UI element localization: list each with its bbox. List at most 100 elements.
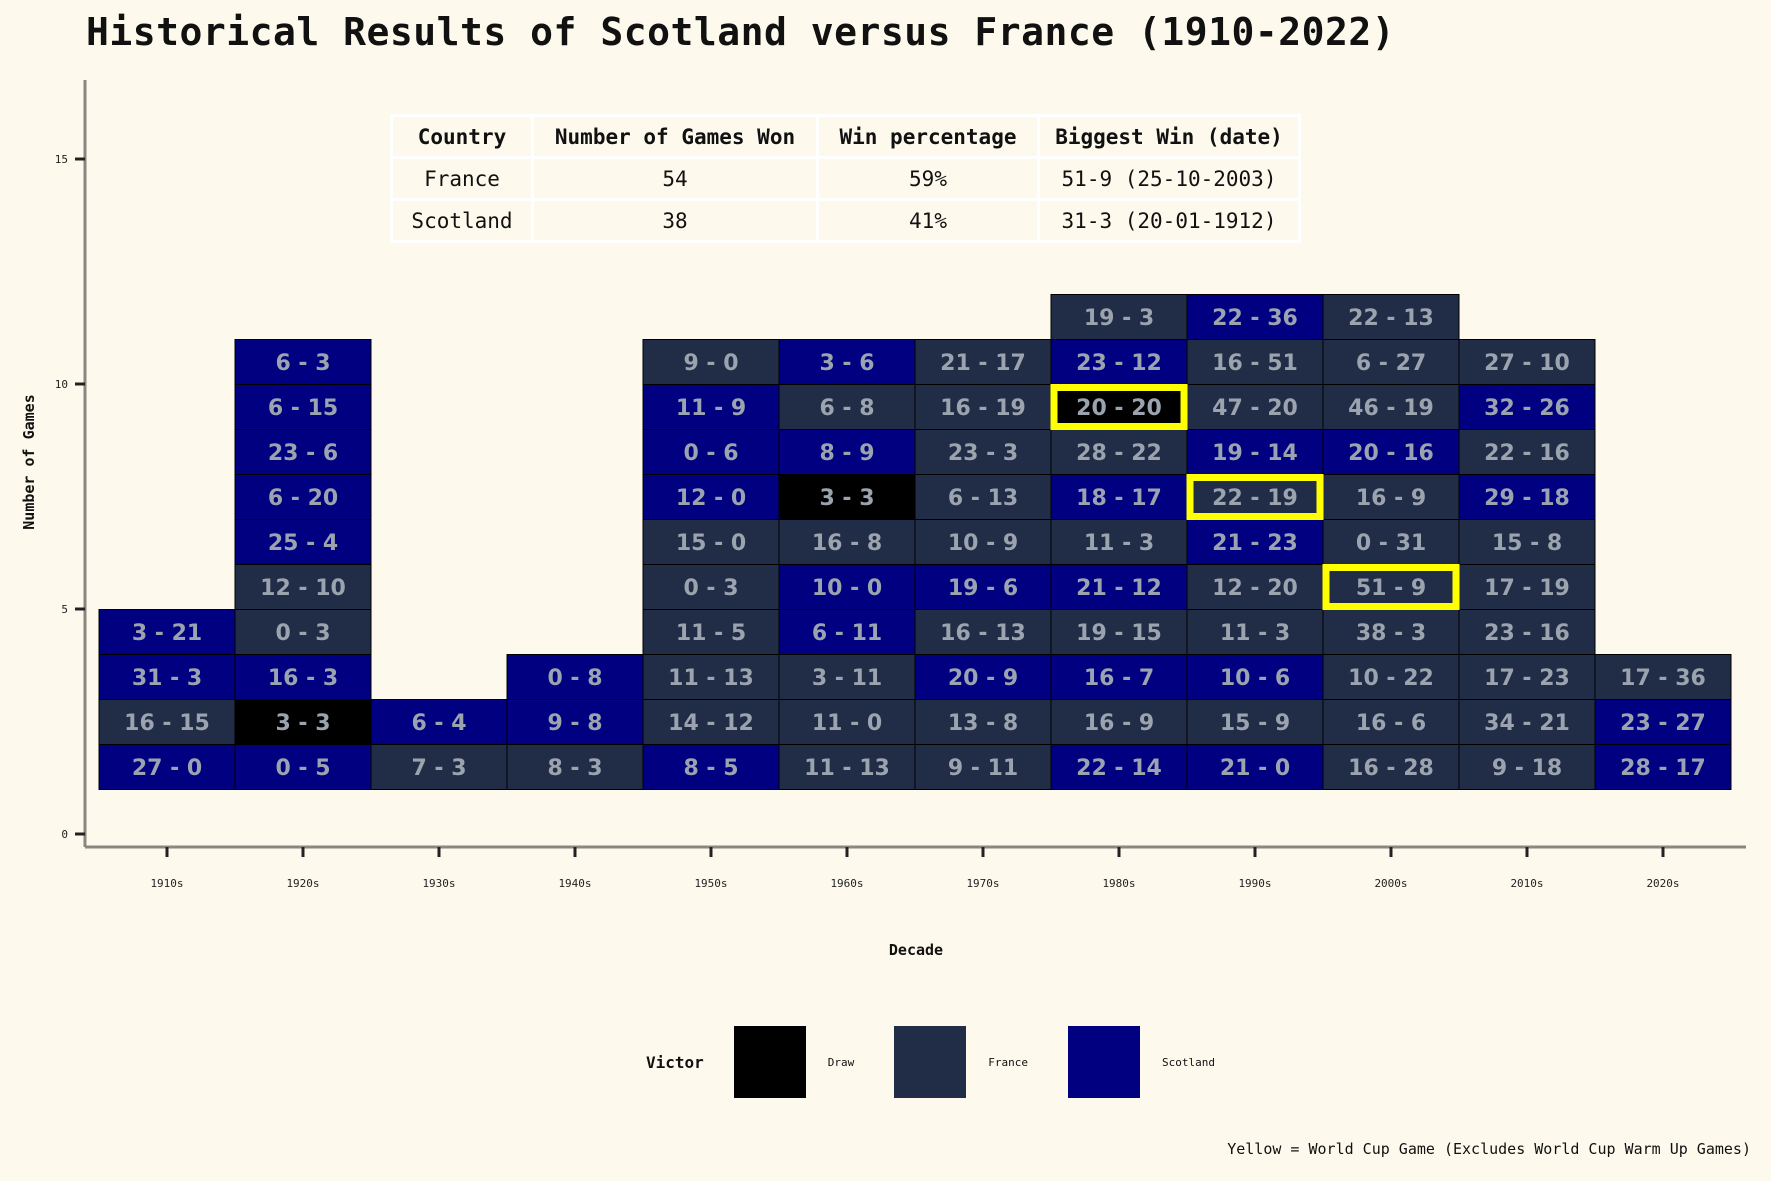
summary-row-scotland: Scotland 38 41% 31-3 (20-01-1912) [390, 198, 1301, 243]
heatmap-cell [642, 339, 780, 385]
cell-score-label: 6 - 8 [819, 396, 874, 421]
heatmap-cell [234, 564, 372, 610]
heatmap-cell [778, 744, 916, 790]
heatmap-cell [1322, 744, 1460, 790]
header-country: Country [390, 114, 534, 159]
cell-score-label: 15 - 9 [1220, 711, 1290, 736]
cell-score-label: 22 - 19 [1212, 486, 1298, 511]
heatmap-cell [234, 339, 372, 385]
cell-score-label: 0 - 6 [683, 441, 738, 466]
cell-score-label: 22 - 36 [1212, 306, 1298, 331]
heatmap-cell [1322, 519, 1460, 565]
cell-biggest-win: 51-9 (25-10-2003) [1037, 156, 1301, 201]
heatmap-cell [1594, 744, 1732, 790]
heatmap-cell [1186, 474, 1324, 520]
cell-score-label: 16 - 7 [1084, 666, 1154, 691]
cell-score-label: 16 - 19 [940, 396, 1026, 421]
heatmap-cell [1186, 744, 1324, 790]
cell-score-label: 23 - 16 [1484, 621, 1570, 646]
header-biggest-win: Biggest Win (date) [1037, 114, 1301, 159]
cell-score-label: 27 - 10 [1484, 351, 1570, 376]
x-axis-label: Decade [889, 941, 943, 959]
cell-score-label: 9 - 18 [1492, 756, 1562, 781]
heatmap-cell [642, 609, 780, 655]
cell-score-label: 34 - 21 [1484, 711, 1570, 736]
legend-item-france: France [894, 1026, 1068, 1098]
heatmap-cell [778, 429, 916, 475]
legend-label-draw: Draw [827, 1055, 855, 1069]
y-axis-label: Number of Games [20, 394, 38, 529]
cell-score-label: 6 - 15 [268, 396, 338, 421]
cell-score-label: 23 - 3 [948, 441, 1018, 466]
cell-score-label: 46 - 19 [1348, 396, 1434, 421]
cell-score-label: 3 - 3 [819, 486, 874, 511]
cell-score-label: 11 - 13 [804, 756, 890, 781]
legend-label-france: France [988, 1055, 1029, 1069]
x-tick-label: 1920s [286, 877, 319, 890]
cell-score-label: 6 - 11 [812, 621, 882, 646]
heatmap-cell [234, 654, 372, 700]
x-tick-label: 1960s [830, 877, 863, 890]
cell-score-label: 11 - 3 [1084, 531, 1154, 556]
cell-score-label: 6 - 27 [1356, 351, 1426, 376]
y-tick-label: 10 [55, 378, 68, 391]
cell-score-label: 6 - 13 [948, 486, 1018, 511]
legend-title: Victor [646, 1052, 704, 1072]
heatmap-cell [234, 609, 372, 655]
heatmap-cell [234, 519, 372, 565]
y-tick-label: 5 [61, 603, 68, 616]
cell-score-label: 12 - 0 [676, 486, 746, 511]
header-win-percentage: Win percentage [816, 114, 1040, 159]
cell-score-label: 3 - 11 [812, 666, 882, 691]
heatmap-cell [370, 699, 508, 745]
cell-score-label: 9 - 0 [683, 351, 738, 376]
header-games-won: Number of Games Won [531, 114, 819, 159]
cell-score-label: 23 - 12 [1076, 351, 1162, 376]
cell-score-label: 47 - 20 [1212, 396, 1298, 421]
heatmap-cell [1050, 429, 1188, 475]
heatmap-cell [914, 339, 1052, 385]
heatmap-cell [1458, 384, 1596, 430]
heatmap-cell [1186, 294, 1324, 340]
cell-score-label: 10 - 9 [948, 531, 1018, 556]
heatmap-cell [914, 609, 1052, 655]
cell-score-label: 3 - 6 [819, 351, 874, 376]
heatmap-cell [914, 384, 1052, 430]
cell-score-label: 13 - 8 [948, 711, 1018, 736]
world-cup-highlight [1322, 564, 1460, 610]
cell-score-label: 22 - 16 [1484, 441, 1570, 466]
heatmap-cell [1050, 339, 1188, 385]
cell-score-label: 14 - 12 [668, 711, 754, 736]
y-tick-label: 0 [61, 828, 68, 841]
x-tick-label: 2000s [1374, 877, 1407, 890]
axes-layer: 0 5 10 15 1910s 1920s 1930s 1940s 1950s 1960s 1970… [55, 80, 1746, 890]
cell-score-label: 16 - 28 [1348, 756, 1434, 781]
cell-score-label: 29 - 18 [1484, 486, 1570, 511]
heatmap-cell [914, 744, 1052, 790]
summary-row-france: France 54 59% 51-9 (25-10-2003) [390, 156, 1301, 201]
heatmap-cell [234, 474, 372, 520]
heatmap-cell [1186, 564, 1324, 610]
cell-score-label: 21 - 0 [1220, 756, 1290, 781]
summary-header-row: Country Number of Games Won Win percenta… [390, 114, 1301, 159]
heatmap-cell [1322, 294, 1460, 340]
cell-score-label: 0 - 3 [683, 576, 738, 601]
cell-score-label: 10 - 22 [1348, 666, 1434, 691]
cell-score-label: 6 - 4 [411, 711, 466, 736]
legend-swatch-draw [733, 1026, 806, 1098]
cell-score-label: 22 - 14 [1076, 756, 1162, 781]
cell-score-label: 15 - 8 [1492, 531, 1562, 556]
cell-score-label: 20 - 16 [1348, 441, 1434, 466]
cell-score-label: 19 - 3 [1084, 306, 1154, 331]
heatmap-cell [1186, 429, 1324, 475]
x-tick-label: 1950s [694, 877, 727, 890]
cell-score-label: 3 - 3 [275, 711, 330, 736]
cell-score-label: 6 - 20 [268, 486, 338, 511]
cell-score-label: 23 - 6 [268, 441, 338, 466]
legend-swatch-scotland [1068, 1026, 1141, 1098]
heatmap-cell [914, 474, 1052, 520]
heatmap-cell [1458, 699, 1596, 745]
cell-score-label: 19 - 14 [1212, 441, 1298, 466]
heatmap-cell [1594, 654, 1732, 700]
cell-country: Scotland [390, 198, 534, 243]
